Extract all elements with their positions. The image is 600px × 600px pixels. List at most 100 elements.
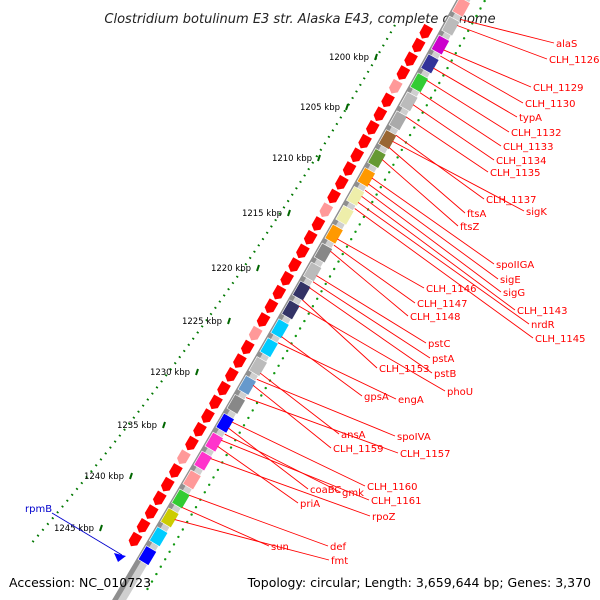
gene-block-inner[interactable]: [237, 375, 257, 396]
gene-label[interactable]: CLH_1132: [511, 128, 562, 139]
gene-arrow-outer[interactable]: [207, 394, 223, 411]
gene-arrow-outer[interactable]: [294, 243, 310, 261]
gene-block-inner[interactable]: [335, 204, 355, 226]
gene-arrow-outer[interactable]: [215, 380, 231, 398]
gene-arrow-outer[interactable]: [402, 51, 418, 68]
gene-arrow-outer[interactable]: [263, 298, 279, 315]
gene-arrow-outer[interactable]: [255, 312, 271, 329]
gene-label[interactable]: CLH_1153: [379, 364, 430, 375]
gene-block-inner[interactable]: [171, 488, 191, 510]
gene-arrow-outer[interactable]: [341, 161, 357, 178]
gene-block-inner[interactable]: [367, 148, 387, 169]
gene-arrow-outer[interactable]: [418, 23, 434, 41]
gene-label[interactable]: phoU: [447, 387, 473, 398]
gene-label[interactable]: CLH_1146: [426, 284, 477, 295]
gene-arrow-outer[interactable]: [127, 531, 143, 549]
gene-label[interactable]: gmk: [342, 488, 364, 499]
gene-block-inner[interactable]: [303, 261, 323, 283]
gene-arrow-outer[interactable]: [167, 463, 183, 480]
gene-arrow-outer[interactable]: [349, 147, 365, 164]
gene-block-inner[interactable]: [409, 72, 429, 94]
gene-block-inner[interactable]: [378, 129, 398, 150]
gene-block-inner[interactable]: [313, 242, 333, 264]
gene-arrow-outer[interactable]: [231, 353, 247, 370]
gene-label[interactable]: CLH_1137: [486, 195, 537, 206]
gene-block-inner[interactable]: [248, 356, 268, 377]
gene-arrow-outer[interactable]: [286, 257, 302, 274]
gene-arrow-outer[interactable]: [356, 133, 372, 151]
gene-label[interactable]: ftsZ: [460, 222, 479, 233]
gene-label[interactable]: ftsA: [467, 209, 486, 220]
gene-block-inner[interactable]: [182, 469, 202, 491]
gene-block-inner[interactable]: [388, 110, 408, 132]
gene-arrow-outer[interactable]: [223, 367, 239, 384]
gene-label[interactable]: pstC: [428, 339, 450, 350]
gene-arrow-outer[interactable]: [151, 490, 167, 507]
gene-label[interactable]: spoIVA: [397, 432, 431, 443]
gene-block-inner[interactable]: [356, 167, 376, 188]
gene-block-inner[interactable]: [215, 412, 235, 434]
gene-block-inner[interactable]: [270, 318, 290, 340]
gene-label[interactable]: CLH_1135: [490, 168, 541, 179]
gene-arrow-outer[interactable]: [278, 270, 295, 288]
gene-label[interactable]: CLH_1159: [333, 444, 384, 455]
gene-label[interactable]: CLH_1126: [549, 55, 600, 66]
gene-block-inner[interactable]: [324, 223, 344, 245]
gene-label[interactable]: def: [330, 542, 347, 553]
gene-label[interactable]: CLH_1130: [525, 99, 576, 110]
gene-block-inner[interactable]: [204, 431, 224, 453]
gene-label[interactable]: CLH_1134: [496, 156, 547, 167]
gene-label[interactable]: CLH_1148: [410, 312, 461, 323]
gene-arrow-outer[interactable]: [310, 216, 326, 233]
gene-label[interactable]: CLH_1145: [535, 334, 586, 345]
gene-block-inner[interactable]: [226, 393, 246, 415]
gene-label[interactable]: CLH_1160: [367, 482, 418, 493]
gene-label[interactable]: spoIIGA: [496, 260, 534, 271]
gene-arrow-outer[interactable]: [199, 408, 215, 425]
gene-label[interactable]: sun: [271, 542, 289, 553]
gene-label[interactable]: CLH_1157: [400, 449, 451, 460]
gene-arrow-outer[interactable]: [372, 106, 388, 123]
gene-arrow-outer[interactable]: [364, 120, 380, 137]
gene-block-inner[interactable]: [148, 526, 169, 548]
gene-label[interactable]: priA: [300, 499, 320, 510]
gene-arrow-outer[interactable]: [333, 174, 349, 192]
gene-block-inner[interactable]: [346, 185, 366, 207]
gene-arrow-outer[interactable]: [175, 449, 191, 466]
gene-block-inner[interactable]: [193, 450, 213, 472]
gene-label[interactable]: fmt: [331, 556, 348, 567]
gene-block-inner[interactable]: [292, 280, 312, 302]
gene-label[interactable]: typA: [519, 113, 542, 124]
gene-label[interactable]: CLH_1143: [517, 306, 568, 317]
gene-label[interactable]: CLH_1161: [371, 496, 422, 507]
gene-label[interactable]: sigK: [526, 207, 547, 218]
gene-arrow-outer[interactable]: [247, 325, 263, 343]
gene-arrow-outer[interactable]: [191, 421, 207, 439]
gene-block-inner[interactable]: [259, 337, 279, 358]
gene-arrow-outer[interactable]: [302, 229, 318, 247]
gene-arrow-outer[interactable]: [318, 202, 334, 219]
gene-arrow-outer[interactable]: [183, 435, 199, 453]
rpmB-gene-arrow[interactable]: [114, 553, 126, 562]
gene-block-inner[interactable]: [281, 299, 301, 321]
gene-arrow-outer[interactable]: [143, 504, 159, 521]
gene-block-inner[interactable]: [441, 15, 461, 37]
gene-arrow-outer[interactable]: [379, 92, 395, 110]
gene-label[interactable]: CLH_1147: [417, 299, 468, 310]
gene-arrow-outer[interactable]: [410, 37, 426, 55]
gene-block-inner[interactable]: [430, 34, 450, 56]
gene-label[interactable]: alaS: [556, 39, 577, 50]
gene-block-inner[interactable]: [137, 545, 158, 566]
gene-block-inner[interactable]: [420, 53, 440, 75]
gene-arrow-outer[interactable]: [271, 284, 287, 302]
gene-block-inner[interactable]: [399, 91, 419, 113]
gene-label[interactable]: ansA: [341, 430, 366, 441]
gene-arrow-outer[interactable]: [239, 339, 255, 357]
gene-label[interactable]: nrdR: [531, 320, 555, 331]
gene-label-left[interactable]: rpmB: [25, 504, 52, 515]
gene-label[interactable]: pstB: [434, 369, 456, 380]
gene-arrow-outer[interactable]: [395, 65, 411, 82]
gene-label[interactable]: CLH_1133: [503, 142, 554, 153]
gene-label[interactable]: CLH_1129: [533, 83, 584, 94]
gene-block-inner[interactable]: [160, 507, 180, 529]
